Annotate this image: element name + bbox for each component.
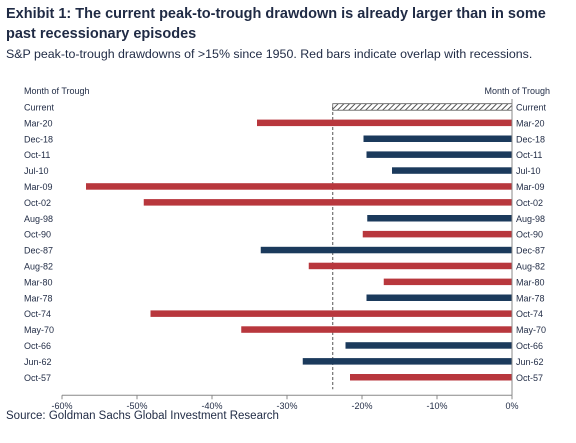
category-label-right: Oct-90 (516, 230, 543, 240)
bar-aug-82 (308, 262, 512, 270)
category-label-left: Jul-10 (24, 166, 49, 176)
category-label-right: Oct-02 (516, 198, 543, 208)
bar-oct-57 (350, 374, 512, 381)
category-label-left: Dec-87 (24, 246, 53, 256)
bar-current (332, 103, 513, 111)
category-label-right: May-70 (516, 325, 546, 335)
category-label-left: Oct-11 (24, 150, 50, 160)
category-label-right: Mar-80 (516, 277, 545, 287)
bar-jul-10 (392, 167, 512, 174)
bar-dec-18 (363, 135, 512, 142)
category-label-left: Mar-20 (24, 118, 53, 128)
x-tick-label: -30% (276, 401, 297, 411)
bar-aug-98 (367, 215, 512, 222)
category-label-left: Oct-74 (24, 309, 51, 319)
category-label-left: Jun-62 (24, 357, 52, 367)
bar-oct-02 (143, 199, 512, 206)
chart-subtitle: S&P peak-to-trough drawdowns of >15% sin… (6, 47, 533, 61)
category-label-right: Oct-66 (516, 341, 543, 351)
chart-title: Exhibit 1: The current peak-to-trough dr… (6, 6, 546, 42)
category-label-right: Current (516, 102, 547, 112)
category-label-left: Mar-80 (24, 277, 53, 287)
bar-oct-74 (150, 310, 512, 317)
category-label-right: Aug-98 (516, 214, 545, 224)
x-tick-label: 0% (505, 401, 518, 411)
bar-dec-87 (260, 246, 512, 254)
bar-may-70 (241, 326, 512, 333)
x-tick-label: -40% (201, 401, 222, 411)
category-label-left: Dec-18 (24, 134, 53, 144)
bar-mar-80 (383, 278, 512, 286)
bar-jun-62 (302, 358, 512, 365)
y-axis-label-right: Month of Trough (484, 86, 550, 96)
category-label-left: Aug-82 (24, 261, 53, 271)
category-label-left: Mar-09 (24, 182, 53, 192)
x-tick-label: -20% (351, 401, 372, 411)
category-label-right: Jun-62 (516, 357, 544, 367)
category-label-right: Dec-87 (516, 246, 545, 256)
source-note: Source: Goldman Sachs Global Investment … (6, 410, 279, 422)
x-tick-label: -60% (51, 401, 72, 411)
x-tick-label: -10% (426, 401, 447, 411)
category-label-right: Mar-78 (516, 293, 545, 303)
category-label-right: Dec-18 (516, 134, 545, 144)
x-tick-label: -50% (126, 401, 147, 411)
category-label-left: Current (24, 102, 55, 112)
category-label-right: Mar-09 (516, 182, 545, 192)
category-label-right: Aug-82 (516, 261, 545, 271)
y-axis-label-left: Month of Trough (24, 86, 90, 96)
category-label-left: Mar-78 (24, 293, 53, 303)
category-label-right: Oct-74 (516, 309, 543, 319)
category-label-left: Aug-98 (24, 214, 53, 224)
bar-oct-66 (345, 342, 512, 349)
category-label-left: Oct-90 (24, 230, 51, 240)
category-label-right: Oct-11 (516, 150, 542, 160)
category-label-right: Mar-20 (516, 118, 545, 128)
bar-mar-20 (257, 119, 512, 127)
category-label-left: Oct-66 (24, 341, 51, 351)
bar-mar-09 (86, 183, 512, 190)
category-label-right: Jul-10 (516, 166, 541, 176)
category-label-left: Oct-57 (24, 373, 51, 383)
bar-oct-90 (362, 230, 512, 238)
bar-mar-78 (366, 294, 512, 301)
category-label-left: Oct-02 (24, 198, 51, 208)
category-label-right: Oct-57 (516, 373, 543, 383)
category-label-left: May-70 (24, 325, 54, 335)
bar-oct-11 (366, 151, 512, 158)
